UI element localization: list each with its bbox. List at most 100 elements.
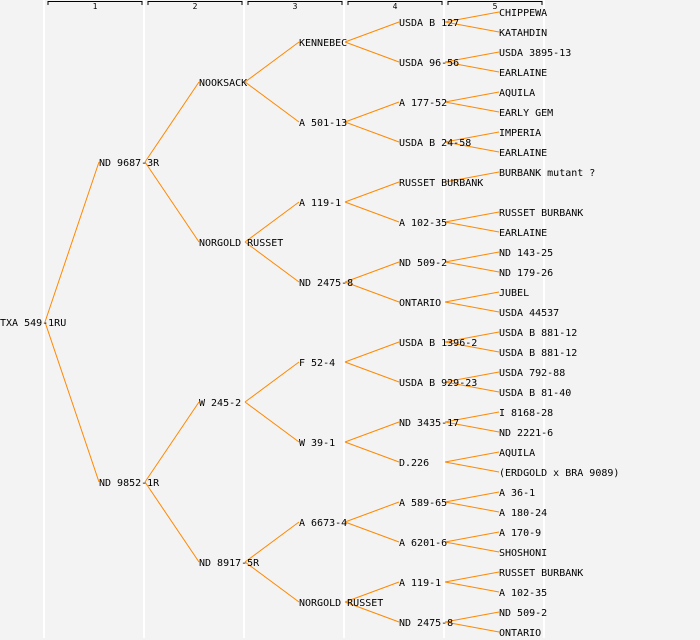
ancestor-label-gen-5[interactable]: (ERDGOLD x BRA 9089) <box>499 468 619 479</box>
pedigree-connector <box>344 441 400 463</box>
ancestor-label-gen-5[interactable]: EARLAINE <box>499 148 547 159</box>
ancestor-label-gen-5[interactable]: ND 2221-6 <box>499 428 553 439</box>
ancestor-label-gen-5[interactable]: ND 143-25 <box>499 248 553 259</box>
generation-bracket <box>147 1 243 5</box>
ancestor-label-gen-3[interactable]: A 6673-4 <box>299 518 347 529</box>
ancestor-label-gen-5[interactable]: USDA B 881-12 <box>499 328 577 339</box>
ancestor-label-gen-4[interactable]: A 6201-6 <box>399 538 447 549</box>
ancestor-label-gen-5[interactable]: AQUILA <box>499 448 535 459</box>
ancestor-label-gen-3[interactable]: F 52-4 <box>299 358 335 369</box>
pedigree-connector <box>244 361 300 403</box>
ancestor-label-gen-4[interactable]: A 589-65 <box>399 498 447 509</box>
pedigree-connector <box>444 251 500 263</box>
ancestor-label-gen-5[interactable]: CHIPPEWA <box>499 8 547 19</box>
pedigree-connector <box>444 91 500 103</box>
generation-header: 2 <box>193 2 198 11</box>
ancestor-label-gen-4[interactable]: A 177-52 <box>399 98 447 109</box>
ancestor-label-gen-5[interactable]: A 36-1 <box>499 488 535 499</box>
ancestor-label-gen-5[interactable]: I 8168-28 <box>499 408 553 419</box>
pedigree-connector <box>344 421 400 443</box>
pedigree-connector <box>444 541 500 553</box>
pedigree-connector <box>344 361 400 383</box>
ancestor-label-gen-2[interactable]: W 245-2 <box>199 398 241 409</box>
pedigree-connector <box>444 611 500 623</box>
pedigree-connector <box>444 61 500 73</box>
ancestor-label-gen-3[interactable]: A 501-13 <box>299 118 347 129</box>
ancestor-label-gen-5[interactable]: ONTARIO <box>499 628 541 639</box>
ancestor-label-gen-3[interactable]: W 39-1 <box>299 438 335 449</box>
ancestor-label-gen-5[interactable]: USDA 792-88 <box>499 368 565 379</box>
generation-header: 1 <box>93 2 98 11</box>
ancestor-label-gen-4[interactable]: ND 2475-8 <box>399 618 453 629</box>
pedigree-connector <box>444 571 500 583</box>
ancestor-label-gen-5[interactable]: ND 509-2 <box>499 608 547 619</box>
pedigree-connector <box>444 331 500 343</box>
ancestor-label-gen-5[interactable]: A 170-9 <box>499 528 541 539</box>
pedigree-connector <box>244 561 300 603</box>
ancestor-label-gen-3[interactable]: NORGOLD RUSSET <box>299 598 383 609</box>
ancestor-label-gen-4[interactable]: ND 509-2 <box>399 258 447 269</box>
pedigree-connector <box>344 521 400 543</box>
ancestor-label-gen-1[interactable]: ND 9687-3R <box>99 158 160 169</box>
ancestor-label-gen-4[interactable]: ND 3435-17 <box>399 418 459 429</box>
pedigree-connector <box>344 601 400 623</box>
pedigree-connector <box>444 171 500 183</box>
ancestor-label-gen-4[interactable]: USDA B 929-23 <box>399 378 477 389</box>
ancestor-label-gen-5[interactable]: USDA B 81-40 <box>499 388 571 399</box>
ancestor-label-gen-3[interactable]: A 119-1 <box>299 198 341 209</box>
ancestor-label-gen-5[interactable]: EARLAINE <box>499 68 547 79</box>
pedigree-connector <box>344 281 400 303</box>
pedigree-connector <box>444 291 500 303</box>
pedigree-connector <box>144 161 200 243</box>
ancestor-label-gen-5[interactable]: KATAHDIN <box>499 28 547 39</box>
ancestor-label-gen-5[interactable]: USDA 44537 <box>499 308 559 319</box>
pedigree-connector <box>344 101 400 123</box>
pedigree-connector <box>444 301 500 313</box>
ancestor-label-gen-3[interactable]: ND 2475-8 <box>299 278 353 289</box>
pedigree-connector <box>344 21 400 43</box>
pedigree-connector <box>44 161 100 323</box>
pedigree-connector <box>444 261 500 273</box>
ancestor-label-gen-4[interactable]: A 102-35 <box>399 218 447 229</box>
pedigree-connector <box>244 241 300 283</box>
pedigree-connector <box>144 401 200 483</box>
ancestor-label-gen-5[interactable]: IMPERIA <box>499 128 541 139</box>
ancestor-label-gen-2[interactable]: NOOKSACK <box>199 78 247 89</box>
ancestor-label-gen-2[interactable]: ND 8917-5R <box>199 558 260 569</box>
ancestor-label-gen-4[interactable]: USDA 96-56 <box>399 58 459 69</box>
ancestor-label-gen-2[interactable]: NORGOLD RUSSET <box>199 238 283 249</box>
pedigree-connector <box>344 341 400 363</box>
ancestor-label-gen-4[interactable]: A 119-1 <box>399 578 441 589</box>
ancestor-label-gen-4[interactable]: D.226 <box>399 458 429 469</box>
pedigree-connector <box>444 21 500 33</box>
pedigree-connector <box>244 521 300 563</box>
ancestor-label-gen-5[interactable]: EARLY GEM <box>499 108 553 119</box>
ancestor-label-gen-4[interactable]: ONTARIO <box>399 298 441 309</box>
ancestor-label-gen-5[interactable]: USDA B 881-12 <box>499 348 577 359</box>
pedigree-connector <box>444 211 500 223</box>
ancestor-label-gen-4[interactable]: USDA B 1396-2 <box>399 338 477 349</box>
ancestor-label-gen-5[interactable]: AQUILA <box>499 88 535 99</box>
ancestor-label-gen-4[interactable]: USDA B 24-58 <box>399 138 471 149</box>
generation-headers: 1 2 3 4 5 <box>47 1 543 11</box>
ancestor-label-gen-5[interactable]: EARLAINE <box>499 228 547 239</box>
ancestor-label-gen-5[interactable]: JUBEL <box>499 288 529 299</box>
ancestor-label-gen-5[interactable]: RUSSET BURBANK <box>499 568 583 579</box>
pedigree-connector <box>44 321 100 483</box>
ancestor-label-gen-1[interactable]: ND 9852-1R <box>99 478 160 489</box>
ancestor-label-gen-5[interactable]: USDA 3895-13 <box>499 48 571 59</box>
ancestor-label-gen-4[interactable]: USDA B 127 <box>399 18 459 29</box>
pedigree-connector <box>444 381 500 393</box>
ancestor-label-gen-5[interactable]: SHOSHONI <box>499 548 547 559</box>
ancestor-label-gen-5[interactable]: BURBANK mutant ? <box>499 168 595 179</box>
ancestor-label-gen-5[interactable]: RUSSET BURBANK <box>499 208 583 219</box>
ancestor-label-gen-4[interactable]: RUSSET BURBANK <box>399 178 483 189</box>
ancestor-label-gen-5[interactable]: A 102-35 <box>499 588 547 599</box>
ancestor-label-gen-3[interactable]: KENNEBEC <box>299 38 347 49</box>
pedigree-connector <box>344 181 400 203</box>
root-cultivar-label[interactable]: TXA 549-1RU <box>0 318 66 329</box>
ancestor-label-gen-5[interactable]: ND 179-26 <box>499 268 553 279</box>
ancestor-label-gen-5[interactable]: A 180-24 <box>499 508 547 519</box>
pedigree-connector <box>444 491 500 503</box>
